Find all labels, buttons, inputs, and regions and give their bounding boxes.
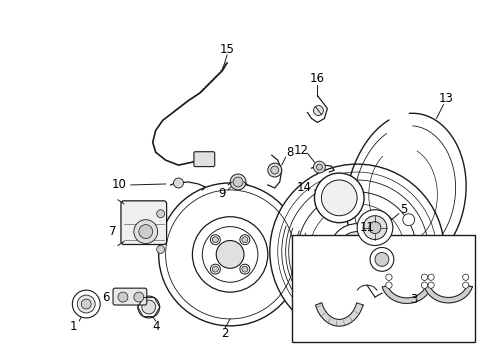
Circle shape [369,247,393,271]
Circle shape [192,217,267,292]
Circle shape [233,177,243,187]
Circle shape [267,163,281,177]
Circle shape [210,264,220,274]
Text: 11: 11 [359,221,374,234]
Text: 3: 3 [409,293,417,306]
Circle shape [212,266,218,272]
Circle shape [385,282,391,288]
Polygon shape [424,285,471,303]
Text: 2: 2 [221,327,228,340]
Text: 4: 4 [152,320,159,333]
Text: 1: 1 [69,320,77,333]
FancyBboxPatch shape [194,152,214,167]
Polygon shape [315,303,362,326]
FancyBboxPatch shape [121,201,166,244]
Circle shape [462,282,468,288]
Circle shape [134,220,157,243]
Circle shape [242,266,247,272]
Circle shape [368,222,380,234]
Circle shape [313,105,323,116]
Text: 15: 15 [219,42,234,55]
Circle shape [362,216,386,239]
Circle shape [240,235,249,245]
Circle shape [138,296,160,318]
Circle shape [139,225,152,239]
Circle shape [316,164,322,170]
Text: 5: 5 [399,203,407,216]
Circle shape [269,164,444,339]
Circle shape [212,237,218,243]
Circle shape [314,173,364,223]
Circle shape [210,235,220,245]
Circle shape [356,210,392,246]
Text: 16: 16 [309,72,324,85]
Circle shape [313,161,325,173]
Text: 14: 14 [296,181,311,194]
Circle shape [158,183,301,326]
Circle shape [156,210,164,218]
Circle shape [385,274,391,280]
Text: 10: 10 [111,179,126,192]
Circle shape [427,274,433,280]
Circle shape [142,300,155,314]
Text: 6: 6 [102,291,110,303]
Circle shape [321,180,356,216]
Circle shape [230,174,245,190]
FancyBboxPatch shape [113,288,146,305]
Circle shape [421,274,427,280]
Circle shape [216,240,244,268]
Circle shape [374,252,388,266]
Text: 7: 7 [109,225,117,238]
Circle shape [270,166,278,174]
Circle shape [402,214,414,226]
Circle shape [337,231,376,271]
Circle shape [202,227,257,282]
Polygon shape [382,285,430,303]
Circle shape [156,246,164,253]
Circle shape [72,290,100,318]
Text: 13: 13 [438,92,453,105]
Circle shape [462,274,468,280]
Circle shape [421,282,427,288]
Circle shape [328,224,384,279]
Text: 8: 8 [285,146,293,159]
Circle shape [134,292,143,302]
Bar [291,235,474,342]
Circle shape [173,178,183,188]
Circle shape [77,295,95,313]
Text: 12: 12 [293,144,308,157]
Circle shape [427,282,433,288]
Circle shape [118,292,128,302]
Circle shape [240,264,249,274]
Circle shape [242,237,247,243]
Circle shape [81,299,91,309]
Text: 9: 9 [218,188,225,201]
